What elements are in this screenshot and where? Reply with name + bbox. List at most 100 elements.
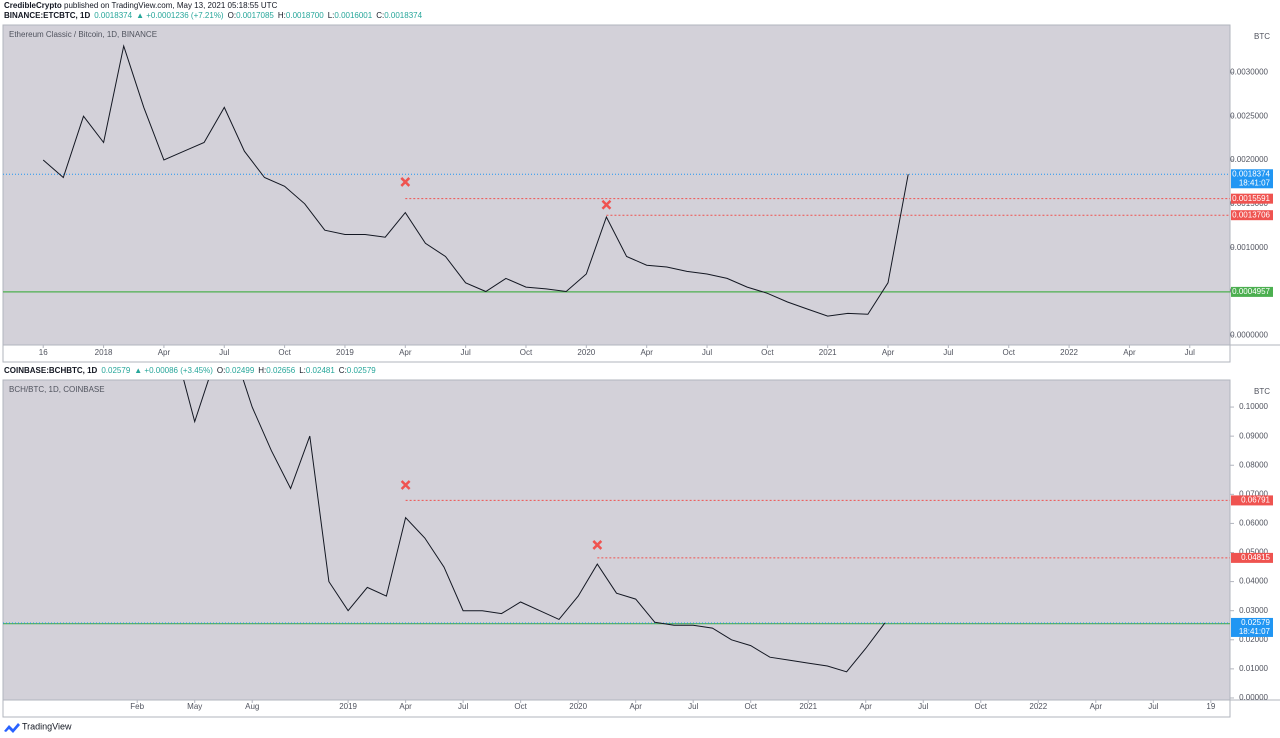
- y-tick-label: 0.06000: [1239, 519, 1268, 528]
- x-tick-label: 2021: [799, 702, 817, 711]
- published: published on TradingView.com, May 13, 20…: [64, 1, 278, 10]
- change: ▲ +0.0001236 (+7.21%): [136, 11, 224, 20]
- y-tick-label: 0.02000: [1239, 635, 1268, 644]
- ohlc-value: 0.0018374: [384, 11, 422, 20]
- y-tick-label: 0.0010000: [1230, 243, 1268, 252]
- ohlc-label: C:: [376, 11, 384, 20]
- x-tick-label: 16: [39, 348, 48, 357]
- y-tick-label: 0.07000: [1239, 489, 1268, 498]
- x-tick-label: 2020: [569, 702, 587, 711]
- ohlc-label: H:: [278, 11, 286, 20]
- ohlc-label: C:: [339, 366, 347, 375]
- ohlc-value: 0.02481: [306, 366, 335, 375]
- y-tick-label: 0.04000: [1239, 577, 1268, 586]
- x-marker: [592, 540, 603, 550]
- y-tick-label: 0.03000: [1239, 606, 1268, 615]
- header: CredibleCrypto published on TradingView.…: [4, 1, 278, 10]
- x-tick-label: Oct: [975, 702, 988, 711]
- plot-background: [3, 380, 1230, 700]
- y-tick-label: 0.08000: [1239, 460, 1268, 469]
- price-badge-label: 0.0004957: [1232, 287, 1270, 296]
- x-tick-label: Oct: [761, 348, 774, 357]
- y-tick-label: 0.05000: [1239, 548, 1268, 557]
- last-price: 0.0018374: [94, 11, 132, 20]
- x-tick-label: Apr: [399, 702, 412, 711]
- x-tick-label: 2019: [336, 348, 354, 357]
- x-tick-label: May: [187, 702, 202, 711]
- price-badge: [1231, 552, 1273, 563]
- ohlc-value: 0.0016001: [334, 11, 372, 20]
- x-tick-label: Apr: [158, 348, 171, 357]
- x-tick-label: 2021: [819, 348, 837, 357]
- x-tick-label: Oct: [278, 348, 291, 357]
- x-tick-label: Oct: [514, 702, 527, 711]
- x-marker: [400, 177, 411, 187]
- ohlc-label: O:: [228, 11, 236, 20]
- x-tick-label: Apr: [882, 348, 895, 357]
- ohlc-value: 0.02579: [347, 366, 376, 375]
- publisher: CredibleCrypto: [4, 1, 62, 10]
- countdown: 18:41:07: [1239, 627, 1271, 636]
- x-tick-label: Apr: [629, 702, 642, 711]
- y-axis-label: BTC: [1254, 387, 1270, 396]
- x-tick-label: Jul: [918, 702, 928, 711]
- price-badge: [1231, 495, 1273, 506]
- price-badge: [1231, 193, 1273, 204]
- y-tick-label: 0.0000000: [1230, 330, 1268, 339]
- price-badge-label: 0.02579: [1241, 618, 1270, 627]
- price-badge: [1231, 169, 1273, 189]
- ohlc-value: 0.02499: [225, 366, 254, 375]
- price-line: [183, 380, 886, 673]
- x-tick-label: 2020: [577, 348, 595, 357]
- y-tick-label: 0.0020000: [1230, 155, 1268, 164]
- x-tick-label: Jul: [702, 348, 712, 357]
- ohlc-label: H:: [258, 366, 266, 375]
- y-tick-label: 0.0025000: [1230, 111, 1268, 120]
- last-price: 0.02579: [101, 366, 130, 375]
- x-tick-label: Jul: [943, 348, 953, 357]
- ohlc-label: L:: [299, 366, 306, 375]
- x-tick-label: Apr: [640, 348, 653, 357]
- price-badge-label: 0.04815: [1241, 553, 1270, 562]
- x-tick-label: 2019: [339, 702, 357, 711]
- symbol-line: BINANCE:ETCBTC, 1D 0.0018374 ▲ +0.0001236 …: [4, 11, 423, 20]
- x-tick-label: 2022: [1029, 702, 1047, 711]
- price-badge: [1231, 286, 1273, 297]
- ohlc-label: O:: [217, 366, 225, 375]
- plot-background: [3, 25, 1230, 345]
- y-tick-label: 0.00000: [1239, 693, 1268, 702]
- x-tick-label: Oct: [744, 702, 757, 711]
- x-tick-label: Apr: [399, 348, 412, 357]
- plot: [3, 380, 1230, 673]
- pane-border: [2, 24, 1231, 363]
- x-tick-label: Jul: [458, 702, 468, 711]
- change: ▲ +0.00086 (+3.45%): [134, 366, 213, 375]
- price-badge: [1231, 617, 1273, 637]
- price-line: [42, 44, 909, 317]
- x-tick-label: 2018: [95, 348, 113, 357]
- y-tick-label: 0.10000: [1239, 402, 1268, 411]
- x-marker: [601, 199, 612, 210]
- price-badge-label: 0.0013706: [1232, 210, 1270, 219]
- x-tick-label: Apr: [1123, 348, 1136, 357]
- x-tick-label: Aug: [245, 702, 259, 711]
- x-tick-label: Feb: [130, 702, 144, 711]
- ohlc-value: 0.0018700: [286, 11, 324, 20]
- ohlc-value: 0.0017085: [236, 11, 274, 20]
- y-tick-label: 0.0030000: [1230, 67, 1268, 76]
- x-tick-label: Jul: [461, 348, 471, 357]
- x-tick-label: Oct: [1003, 348, 1016, 357]
- x-tick-label: 2022: [1060, 348, 1078, 357]
- ohlc-label: L:: [328, 11, 335, 20]
- price-badge: [1231, 210, 1273, 221]
- x-tick-label: Jul: [1185, 348, 1195, 357]
- x-tick-label: 19: [1206, 702, 1215, 711]
- footer-logo: [4, 723, 20, 733]
- footer-brand: TradingView: [22, 721, 72, 731]
- x-tick-label: Apr: [1090, 702, 1103, 711]
- x-tick-label: Jul: [1148, 702, 1158, 711]
- legend: BCH/BTC, 1D, COINBASE: [9, 385, 105, 394]
- symbol: COINBASE:BCHBTC, 1D: [4, 366, 98, 375]
- ohlc-value: 0.02656: [266, 366, 295, 375]
